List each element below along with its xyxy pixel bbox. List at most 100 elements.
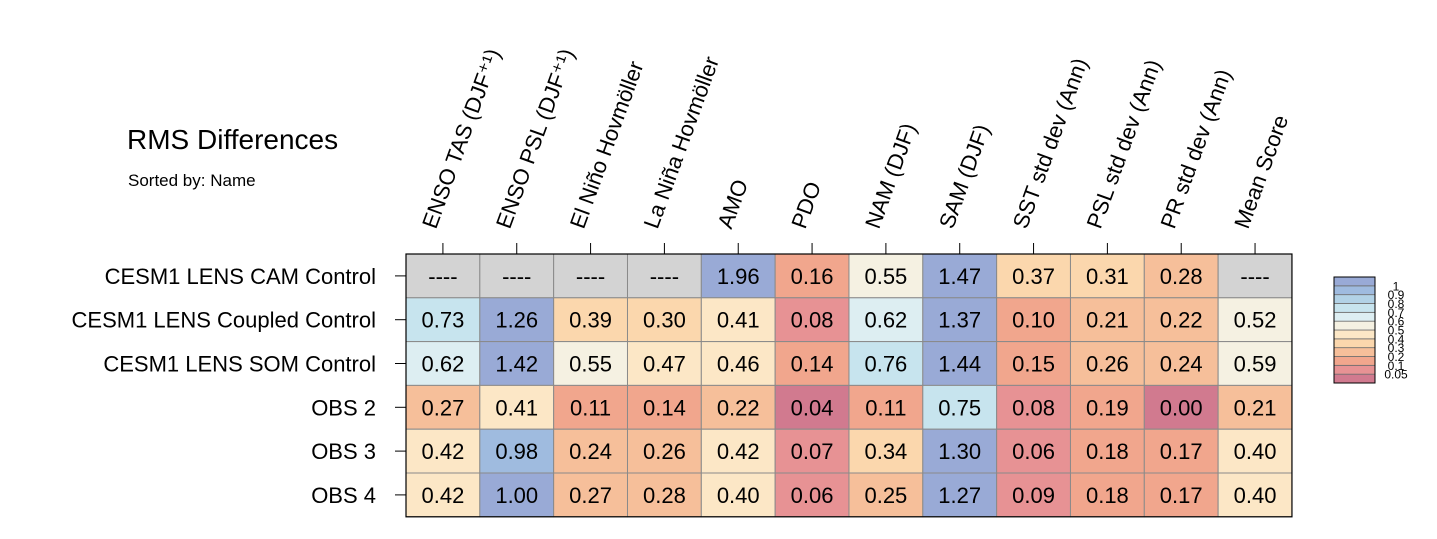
cell-label: 0.41 bbox=[495, 395, 538, 420]
heatmap-cell bbox=[405, 384, 481, 430]
colorbar-label: 0.4 bbox=[1388, 332, 1405, 346]
heatmap-cell bbox=[1069, 253, 1145, 299]
colorbar-swatch bbox=[1333, 285, 1376, 296]
cell-label: 0.34 bbox=[864, 439, 907, 464]
heatmap-cell bbox=[1217, 472, 1293, 518]
grid-frame bbox=[405, 253, 1293, 518]
cell-label: 0.22 bbox=[1160, 308, 1203, 333]
cell-label: 0.22 bbox=[717, 395, 760, 420]
cell-label: 0.07 bbox=[791, 439, 834, 464]
heatmap-cell bbox=[700, 297, 776, 343]
cell-label: 0.52 bbox=[1234, 308, 1277, 333]
heatmap-cell bbox=[626, 297, 702, 343]
column-label: NAM (DJF) bbox=[860, 120, 921, 232]
heatmap-cell bbox=[479, 297, 555, 343]
cell-label: 0.47 bbox=[643, 352, 686, 377]
cell-label: 0.06 bbox=[1012, 439, 1055, 464]
chart-title: RMS Differences bbox=[127, 124, 339, 155]
colorbar-swatch bbox=[1333, 373, 1376, 384]
cell-label: 0.26 bbox=[1086, 352, 1129, 377]
cell-label: 0.73 bbox=[422, 308, 465, 333]
cell-label: 0.11 bbox=[865, 395, 906, 420]
heatmap-cell bbox=[405, 472, 481, 518]
row-label: OBS 4 bbox=[311, 483, 376, 508]
heatmap-cell bbox=[848, 297, 924, 343]
cell-label: ---- bbox=[502, 264, 531, 289]
cell-label: 0.18 bbox=[1086, 483, 1129, 508]
heatmap-cell bbox=[626, 341, 702, 386]
cell-label: 1.30 bbox=[938, 439, 981, 464]
heatmap-cell bbox=[848, 472, 924, 518]
cell-label: 0.09 bbox=[1012, 483, 1055, 508]
row-label: CESM1 LENS Coupled Control bbox=[72, 308, 376, 333]
row-label: CESM1 LENS CAM Control bbox=[105, 264, 376, 289]
cell-label: 0.16 bbox=[791, 264, 834, 289]
heatmap-cell bbox=[626, 472, 702, 518]
heatmap-cell bbox=[553, 341, 628, 386]
colorbar-swatch bbox=[1333, 338, 1376, 349]
cell-label: 0.14 bbox=[643, 395, 686, 420]
cell-label: 0.62 bbox=[422, 352, 465, 377]
colorbar-swatch bbox=[1333, 356, 1376, 366]
heatmap-cell bbox=[700, 341, 776, 386]
cell-label: 0.55 bbox=[864, 264, 907, 289]
cell-label: 0.59 bbox=[1234, 352, 1277, 377]
cell-label: 0.18 bbox=[1086, 439, 1129, 464]
cell-label: ---- bbox=[650, 264, 679, 289]
cell-label: 0.17 bbox=[1160, 439, 1203, 464]
heatmap-cell bbox=[848, 253, 924, 299]
cell-label: ---- bbox=[1240, 264, 1269, 289]
colorbar-label: 0.6 bbox=[1388, 315, 1405, 329]
column-label: ENSO PSL (DJF⁺¹) bbox=[491, 45, 579, 231]
cell-label: 1.42 bbox=[495, 352, 538, 377]
colorbar-swatch bbox=[1333, 347, 1376, 357]
cell-label: 0.28 bbox=[1160, 264, 1203, 289]
colorbar-label: 0.7 bbox=[1388, 306, 1405, 320]
chart-subtitle: Sorted by: Name bbox=[128, 171, 256, 190]
colorbar-swatch bbox=[1333, 311, 1376, 322]
cell-label: 0.26 bbox=[643, 439, 686, 464]
heatmap-cell bbox=[922, 341, 998, 386]
cell-label: 0.40 bbox=[1234, 483, 1277, 508]
cell-label: ---- bbox=[576, 264, 605, 289]
cell-label: 0.55 bbox=[569, 352, 612, 377]
column-label: Mean Score bbox=[1229, 112, 1293, 232]
heatmap-cell bbox=[479, 341, 555, 386]
colorbar-label: 0.1 bbox=[1388, 359, 1405, 373]
heatmap-cell bbox=[1217, 384, 1293, 430]
cell-label: 1.26 bbox=[495, 308, 538, 333]
cell-label: 0.37 bbox=[1012, 264, 1055, 289]
heatmap-cell bbox=[922, 472, 998, 518]
column-label: PDO bbox=[786, 178, 826, 231]
heatmap-cell bbox=[553, 428, 628, 474]
colorbar-label: 0.2 bbox=[1388, 350, 1405, 364]
colorbar-label: 0.3 bbox=[1388, 341, 1405, 355]
heatmap-cell bbox=[626, 428, 702, 474]
cell-label: 0.27 bbox=[569, 483, 612, 508]
colorbar-swatch bbox=[1333, 303, 1376, 313]
cell-label: 1.44 bbox=[938, 352, 981, 377]
cell-label: 1.27 bbox=[938, 483, 981, 508]
cell-label: 0.08 bbox=[791, 308, 834, 333]
colorbar-label: 0.8 bbox=[1388, 297, 1405, 311]
cell-label: 0.19 bbox=[1086, 395, 1129, 420]
cell-label: 0.27 bbox=[422, 395, 465, 420]
colorbar-label: 0.9 bbox=[1388, 288, 1405, 302]
row-label: CESM1 LENS SOM Control bbox=[103, 352, 376, 377]
colorbar-label: 0.05 bbox=[1384, 368, 1408, 382]
column-label: El Niño Hovmöller bbox=[565, 58, 649, 232]
cell-label: 0.06 bbox=[791, 483, 834, 508]
cell-label: 1.96 bbox=[717, 264, 760, 289]
heatmap-cell bbox=[848, 341, 924, 386]
colorbar-swatch bbox=[1333, 320, 1376, 331]
heatmap-cell bbox=[1069, 341, 1145, 386]
cell-label: 0.40 bbox=[1234, 439, 1277, 464]
cell-label: 0.11 bbox=[570, 395, 611, 420]
cell-label: 0.42 bbox=[422, 483, 465, 508]
cell-label: 0.25 bbox=[864, 483, 907, 508]
heatmap-cell bbox=[996, 341, 1071, 386]
cell-label: 0.31 bbox=[1086, 264, 1129, 289]
colorbar-swatch bbox=[1333, 329, 1376, 340]
